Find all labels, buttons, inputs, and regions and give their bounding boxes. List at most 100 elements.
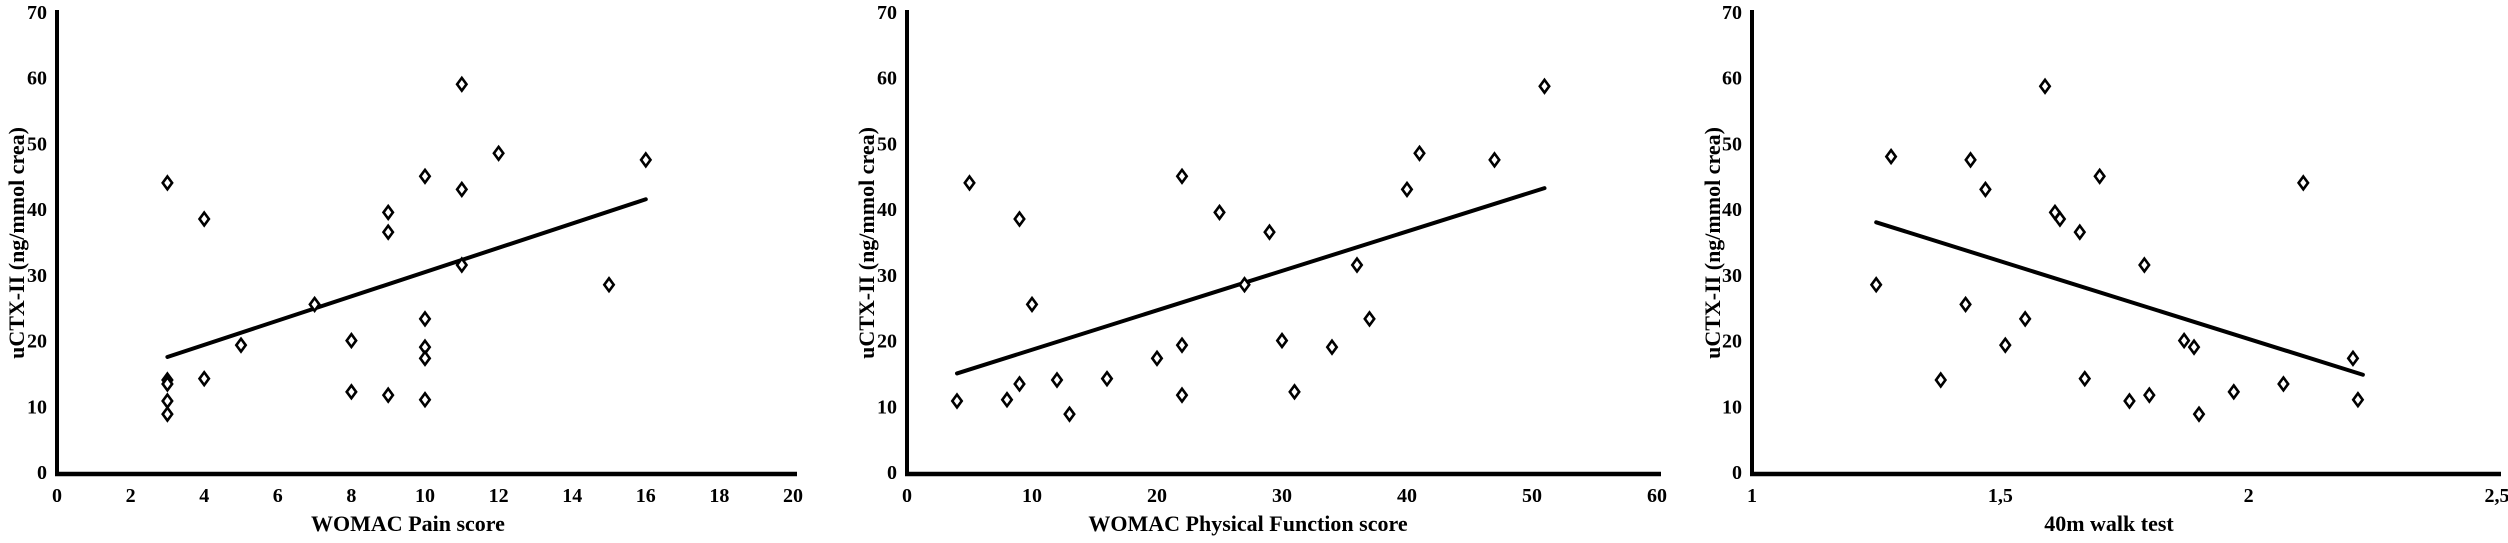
plot-area: 0 2 4 6 8 10 12 14 16 18 20 0 10 20 30 40 50 60 70 [27,2,803,507]
data-point-diamond-icon [2177,331,2191,350]
x-tick-label: 0 [52,485,62,507]
y-tick-label: 30 [1722,265,1742,287]
y-tick-label: 20 [27,331,47,353]
y-axis-title: uCTX-II (ng/mmol crea) [854,127,879,359]
x-tick-label: 50 [1522,485,1542,507]
data-point-diamond-icon [602,276,616,294]
data-point-diamond-icon [1175,336,1189,354]
data-point-diamond-icon [381,223,395,241]
data-point-diamond-icon [1150,349,1164,367]
data-point-diamond-icon [1213,203,1226,222]
y-axis-title: uCTX-II (ng/mmol crea) [4,127,29,359]
data-point-diamond-icon [2143,386,2156,404]
y-tick-label: 0 [1732,462,1742,484]
data-point-diamond-icon [2296,174,2310,192]
x-tick-label: 20 [783,485,803,507]
data-point-diamond-icon [1400,180,1414,199]
data-point-diamond-icon [2038,77,2052,95]
y-tick-label: 0 [887,462,897,484]
y-tick-label: 20 [877,331,897,353]
x-tick-label: 0 [902,485,912,507]
data-point-diamond-icon [161,405,174,423]
x-tick-label: 8 [346,485,356,507]
data-point-diamond-icon [381,386,395,404]
y-tick-label: 40 [877,199,897,221]
data-point-diamond-icon [381,203,395,222]
data-point-diamond-icon [455,180,469,199]
y-tick-label: 40 [27,199,47,221]
data-point-diamond-icon [418,167,432,185]
data-point-diamond-icon [1263,223,1276,241]
data-point-diamond-icon [1934,371,1948,389]
data-point-diamond-icon [1869,276,1883,294]
y-tick-label: 30 [27,265,47,287]
chart-womac-pain: 0 2 4 6 8 10 12 14 16 18 20 0 10 20 30 40 50 60 70 WOMAC P… [0,0,836,543]
scatter-plot-40m-walk-test: 1 1,5 2 2,5 0 10 20 30 40 50 60 70 40m walk test uC… [1700,2,2508,536]
data-point-diamond-icon [2277,375,2290,393]
data-point-diamond-icon [1998,336,2012,354]
x-tick-label: 1,5 [1988,485,2013,507]
data-point-diamond-icon [2138,256,2151,274]
x-tick-label: 10 [1022,485,1042,507]
data-point-diamond-icon [2073,223,2087,241]
x-axis-title: 40m walk test [2044,511,2174,536]
data-point-diamond-icon [1000,391,1014,409]
x-tick-label: 14 [562,485,582,507]
y-tick-label: 50 [1722,133,1742,155]
data-point-diamond-icon [418,310,432,328]
data-point-diamond-icon [1288,383,1301,401]
data-point-diamond-icon [1538,77,1551,95]
scatter-plot-womac-pain: 0 2 4 6 8 10 12 14 16 18 20 0 10 20 30 40 50 60 70 WOMAC P… [4,2,803,536]
x-tick-label: 2 [126,485,136,507]
chart-40m-walk-test: 1 1,5 2 2,5 0 10 20 30 40 50 60 70 40m walk test uC… [1672,0,2508,543]
data-point-diamond-icon [197,210,211,228]
data-point-diamond-icon [455,256,469,274]
y-tick-label: 60 [877,68,897,90]
plot-area: 0 10 20 30 40 50 60 0 10 20 30 40 50 60 70 [877,2,1667,507]
x-tick-label: 12 [489,485,509,507]
data-point-diamond-icon [1884,147,1898,166]
data-point-diamond-icon [1050,371,1064,389]
scatter-plot-womac-physical-function: 0 10 20 30 40 50 60 0 10 20 30 40 50 60 70 WOMAC Physi… [854,2,1667,536]
data-point-diamond-icon [2078,370,2092,388]
y-tick-label: 10 [27,396,47,418]
x-axis-title: WOMAC Pain score [311,511,505,536]
trend-line [165,197,648,359]
data-point-diamond-icon [1025,295,1039,314]
data-point-diamond-icon [197,370,211,388]
y-axis-title: uCTX-II (ng/mmol crea) [1700,127,1725,359]
x-axis-title: WOMAC Physical Function score [1088,511,1407,536]
data-point-diamond-icon [2351,391,2365,409]
data-point-diamond-icon [950,392,964,410]
x-tick-label: 10 [415,485,435,507]
data-point-diamond-icon [234,336,248,354]
data-point-diamond-icon [1013,210,1026,228]
data-point-diamond-icon [2053,210,2067,228]
trend-line [1874,220,2365,377]
data-point-diamond-icon [1488,151,1501,169]
y-tick-label: 0 [37,462,47,484]
x-tick-label: 16 [636,485,656,507]
data-point-diamond-icon [963,174,976,192]
y-tick-label: 60 [1722,68,1742,90]
chart-womac-physical-function: 0 10 20 30 40 50 60 0 10 20 30 40 50 60 70 WOMAC Physi… [836,0,1672,543]
data-point-diamond-icon [1979,180,1992,199]
data-point-diamond-icon [1959,295,1972,314]
data-point-diamond-icon [2192,405,2206,423]
data-point-diamond-icon [1275,331,1289,350]
data-point-diamond-icon [1100,370,1114,388]
y-tick-label: 10 [1722,396,1742,418]
x-tick-label: 2,5 [2485,485,2508,507]
y-tick-label: 50 [877,133,897,155]
x-tick-label: 60 [1647,485,1667,507]
data-point-diamond-icon [161,375,174,393]
data-point-diamond-icon [308,295,321,314]
y-tick-label: 20 [1722,331,1742,353]
data-point-diamond-icon [161,174,174,192]
data-point-diamond-icon [2346,349,2360,367]
data-point-diamond-icon [1175,386,1189,404]
data-point-diamond-icon [2018,310,2032,328]
data-point-diamond-icon [639,151,653,169]
data-point-diamond-icon [1964,151,1977,169]
x-tick-label: 18 [709,485,729,507]
